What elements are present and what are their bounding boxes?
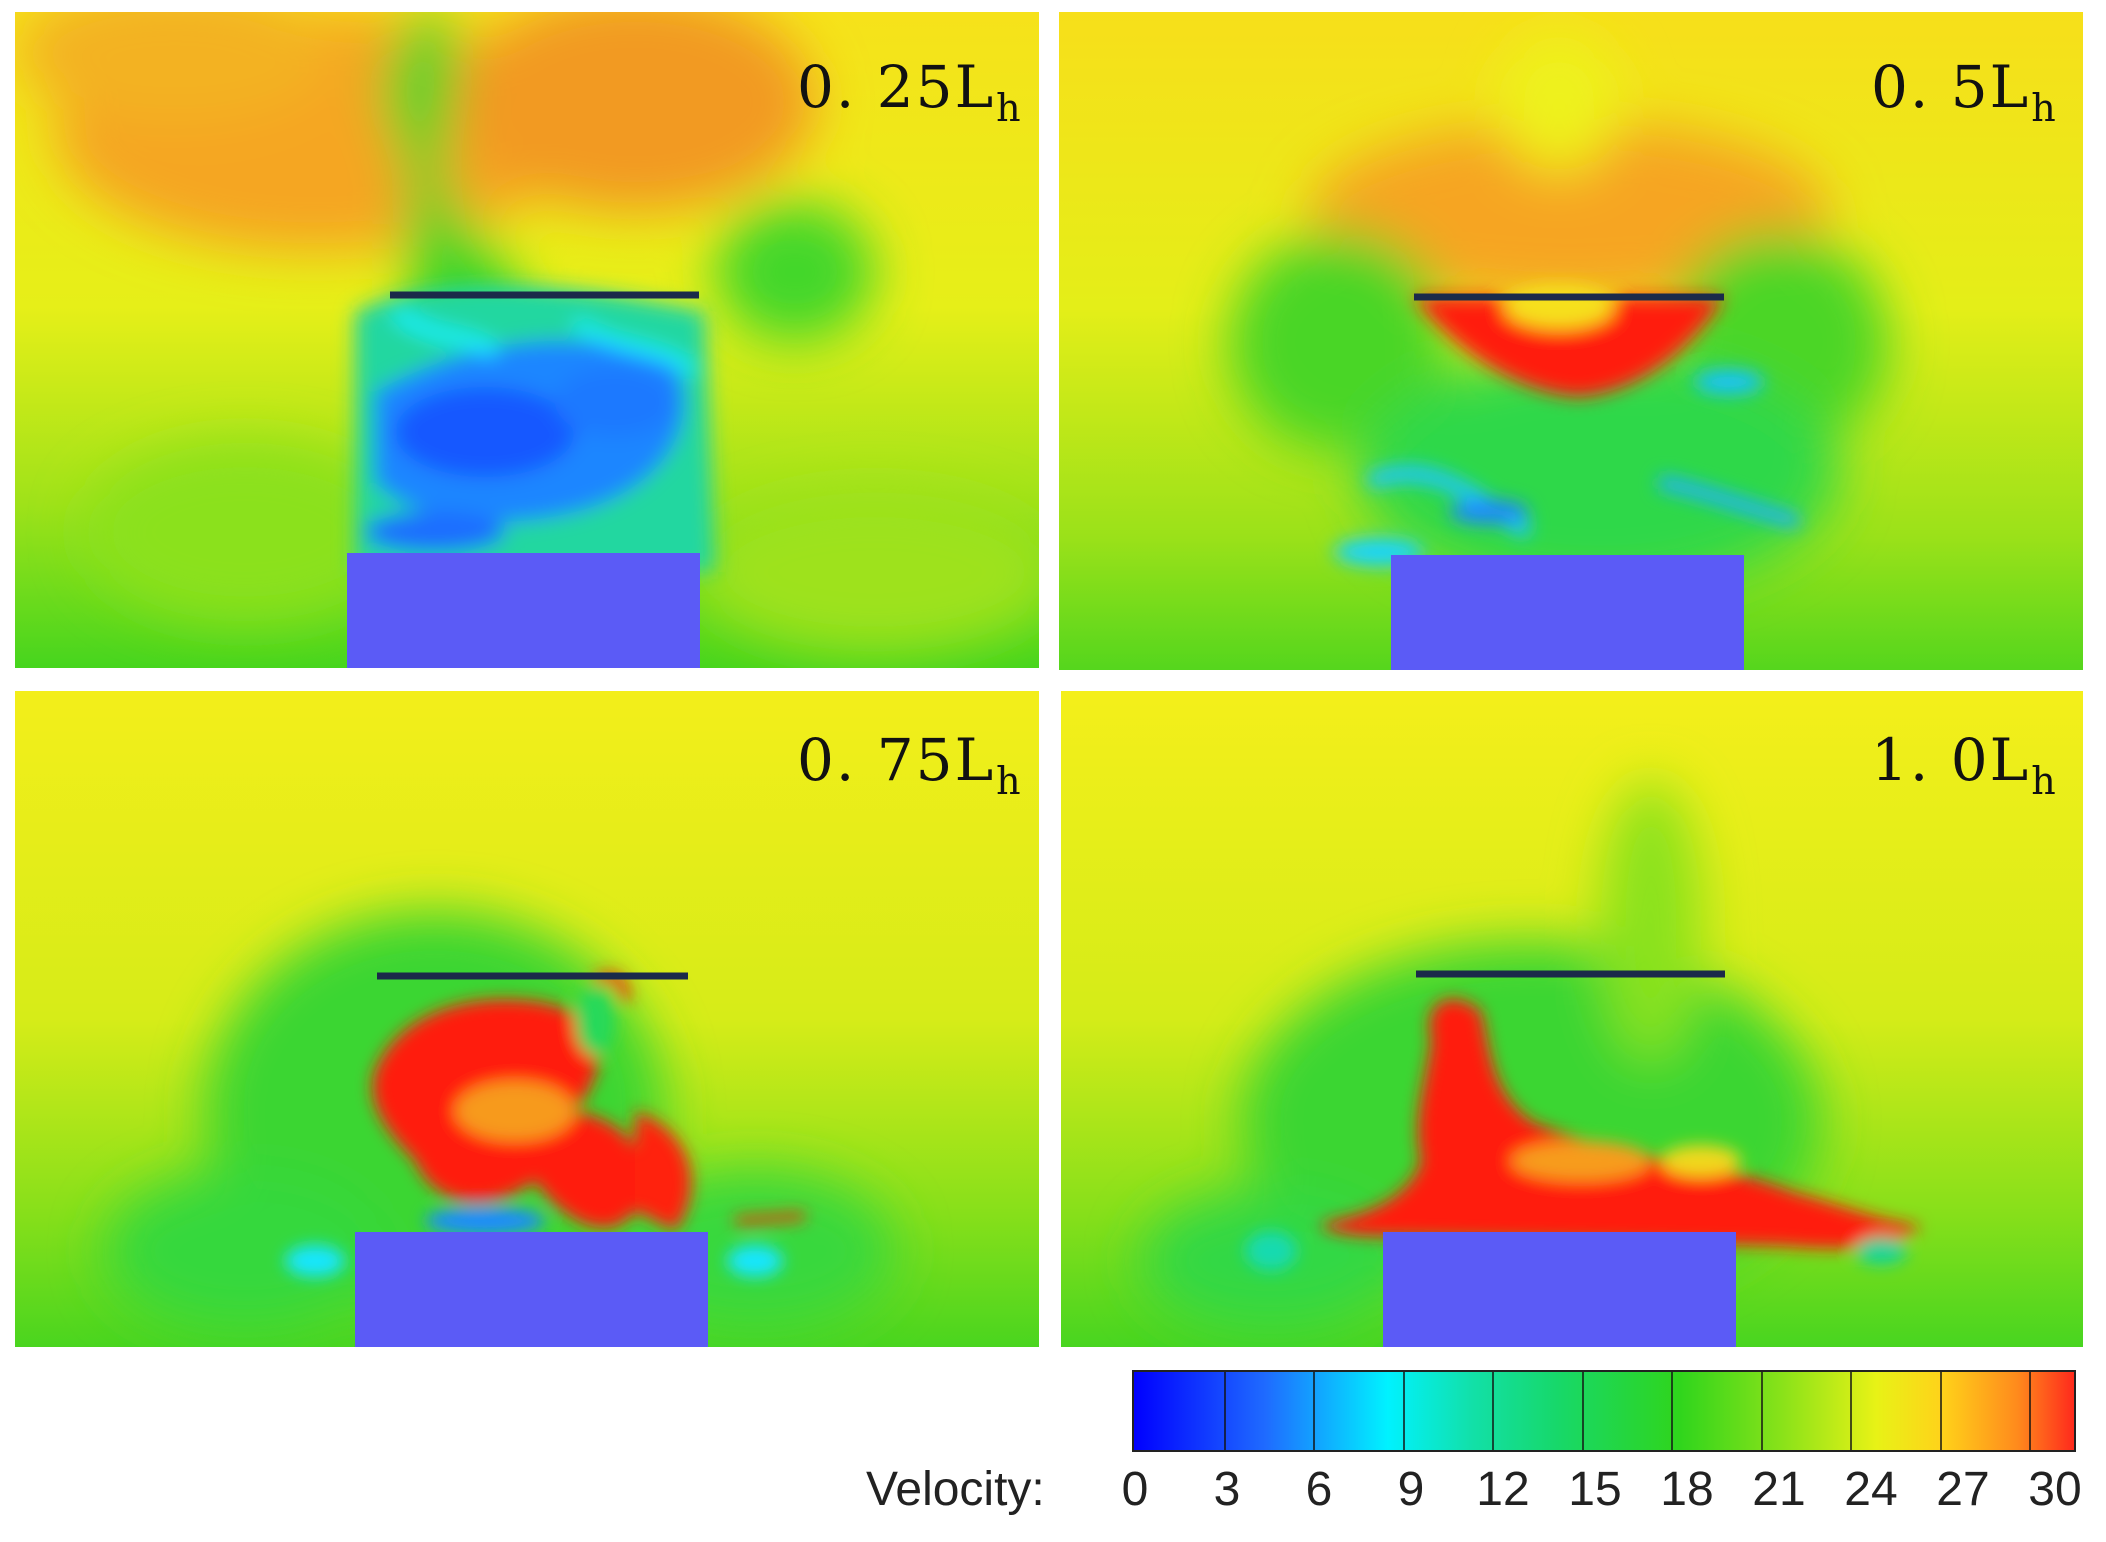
velocity-field-0-25	[15, 12, 1039, 668]
colorbar-tick-label: 6	[1305, 1463, 1333, 1516]
panel-label-0-5: 0. 5Lh	[1871, 53, 2058, 130]
colorbar-tick-label: 0	[1121, 1463, 1149, 1516]
building-0-75	[355, 1232, 708, 1347]
colorbar-tick-label: 18	[1660, 1463, 1714, 1516]
colorbar-division	[1939, 1372, 1942, 1450]
colorbar-tick-label: 9	[1397, 1463, 1425, 1516]
flow-panel-0-25: 0. 25Lh	[15, 12, 1039, 668]
colorbar-division	[1581, 1372, 1584, 1450]
colorbar-tick-label: 27	[1936, 1463, 1990, 1516]
colorbar-tick-label: 30	[2028, 1463, 2082, 1516]
colorbar-division	[1671, 1372, 1674, 1450]
panel-label-0-25: 0. 25Lh	[797, 53, 1023, 130]
colorbar-division	[1313, 1372, 1316, 1450]
colorbar-tick-label: 21	[1752, 1463, 1806, 1516]
panel-label-1-0: 1. 0Lh	[1871, 726, 2058, 803]
colorbar-division	[1223, 1372, 1226, 1450]
flow-panel-0-75: 0. 75Lh	[15, 691, 1039, 1347]
velocity-colorbar	[1132, 1370, 2076, 1452]
colorbar-tick-label: 12	[1476, 1463, 1530, 1516]
colorbar-division	[1850, 1372, 1853, 1450]
colorbar-tick-label: 3	[1213, 1463, 1241, 1516]
flow-panel-1-0: 1. 0Lh	[1061, 691, 2083, 1347]
velocity-field-1-0	[1061, 691, 2083, 1347]
colorbar-tick-label: 15	[1568, 1463, 1622, 1516]
colorbar-division	[1402, 1372, 1405, 1450]
colorbar-division	[2029, 1372, 2032, 1450]
building-1-0	[1383, 1232, 1736, 1347]
building-0-5	[1391, 555, 1744, 670]
colorbar-division	[1492, 1372, 1495, 1450]
colorbar-title: Velocity:	[866, 1463, 1045, 1516]
colorbar-tick-label: 24	[1844, 1463, 1898, 1516]
velocity-field-0-5	[1059, 12, 2083, 670]
colorbar-division	[1760, 1372, 1763, 1450]
flow-panel-0-5: 0. 5Lh	[1059, 12, 2083, 670]
panel-label-0-75: 0. 75Lh	[797, 726, 1023, 803]
building-0-25	[347, 553, 700, 668]
velocity-field-0-75	[15, 691, 1039, 1347]
